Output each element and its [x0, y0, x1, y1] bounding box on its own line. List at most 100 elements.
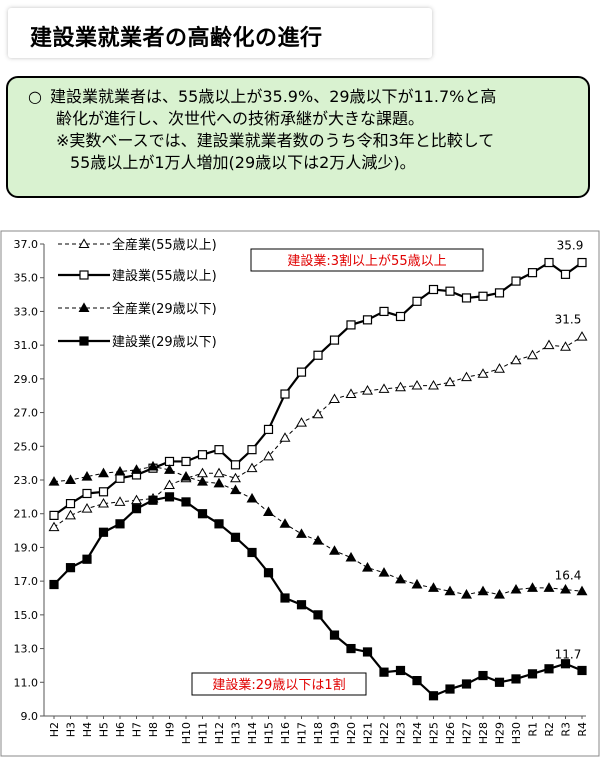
callout-box: [191, 672, 367, 696]
callout-text: 建設業:29歳以下は1割: [212, 677, 345, 693]
x-tick-label: H29: [494, 722, 507, 744]
data-point: [477, 368, 489, 378]
x-tick-label: H8: [147, 722, 160, 737]
data-point: [445, 684, 455, 694]
legend-label: 全産業(29歳以下): [112, 301, 217, 317]
x-tick-label: H28: [477, 722, 490, 744]
end-value-label: 31.5: [555, 313, 582, 327]
data-point: [329, 393, 340, 404]
data-point: [230, 484, 241, 495]
data-point: [197, 450, 208, 460]
data-point: [576, 331, 588, 341]
data-point: [296, 528, 307, 538]
data-point: [263, 506, 274, 516]
data-point: [82, 488, 92, 499]
data-point: [296, 600, 307, 610]
data-point: [362, 562, 373, 572]
x-tick-label: H18: [312, 722, 325, 744]
y-tick-label: 19.0: [14, 541, 39, 554]
x-tick-label: H5: [98, 722, 111, 737]
data-point: [494, 589, 505, 599]
x-tick-label: H21: [362, 722, 375, 744]
data-point: [131, 494, 142, 505]
x-tick-label: H3: [65, 722, 78, 737]
data-point: [494, 677, 505, 687]
data-point: [230, 532, 241, 542]
data-point: [312, 408, 324, 419]
y-tick-label: 9.0: [21, 710, 39, 723]
x-tick-label: H23: [395, 722, 408, 744]
data-point: [115, 519, 125, 529]
x-tick-label: R1: [527, 722, 540, 737]
data-point: [81, 503, 93, 513]
summary-line-2: 齢化が進行し、次世代への技術承継が大きな課題。: [56, 109, 425, 128]
data-point: [543, 339, 555, 350]
data-point: [494, 288, 505, 298]
x-tick-label: H9: [164, 722, 177, 737]
data-point: [180, 471, 192, 481]
y-tick-label: 29.0: [14, 373, 39, 386]
data-point: [461, 371, 472, 382]
data-point: [247, 445, 257, 455]
data-point: [527, 268, 538, 278]
x-tick-label: R4: [576, 722, 589, 737]
data-point: [445, 286, 455, 296]
data-point: [560, 341, 571, 351]
data-point: [98, 487, 109, 497]
data-point: [428, 284, 439, 295]
data-point: [65, 509, 76, 520]
data-point: [114, 465, 126, 476]
data-point: [478, 670, 488, 681]
data-point: [345, 388, 357, 398]
data-point: [577, 665, 587, 676]
data-point: [131, 464, 142, 474]
data-point: [49, 510, 59, 520]
data-point: [329, 335, 340, 345]
data-point: [65, 563, 76, 573]
data-point: [81, 471, 93, 481]
data-point: [247, 547, 257, 558]
data-point: [147, 460, 159, 471]
legend-marker: [78, 238, 90, 248]
data-point: [164, 492, 175, 502]
data-point: [48, 521, 60, 532]
data-point: [82, 554, 92, 564]
data-point: [197, 476, 208, 486]
x-tick-label: H12: [213, 722, 226, 744]
chart-border: [0, 230, 600, 757]
x-tick-label: H15: [263, 722, 276, 744]
legend-marker: [79, 336, 89, 346]
chart-frame: 9.0 11.0 13.0 15.0 17.0 19.0 21.0 23.0 25.0 27.0 2…: [0, 230, 600, 757]
data-point: [411, 578, 423, 589]
data-point: [263, 424, 274, 435]
series-line-3: [53, 466, 583, 596]
data-point: [411, 379, 423, 390]
data-point: [214, 445, 224, 455]
data-point: [428, 379, 439, 390]
x-tick-label: H16: [279, 722, 292, 744]
data-point: [527, 669, 538, 679]
data-point: [213, 467, 225, 478]
summary-line-3: ※実数ベースでは、建設業就業者数のうち令和3年と比較して: [56, 131, 495, 150]
x-tick-label: H11: [197, 722, 210, 744]
data-point: [378, 567, 390, 577]
data-point: [164, 479, 175, 490]
data-point: [362, 385, 373, 395]
data-point: [214, 519, 224, 529]
data-point: [263, 568, 274, 578]
y-tick-label: 15.0: [14, 609, 39, 622]
data-point: [428, 582, 439, 592]
x-tick-label: H2: [48, 722, 61, 737]
page-title: 建設業就業者の高齢化の進行: [30, 26, 323, 51]
x-tick-label: R2: [543, 722, 556, 737]
data-point: [477, 585, 489, 596]
data-point: [181, 497, 191, 507]
data-point: [164, 464, 175, 474]
data-point: [362, 315, 373, 325]
y-tick-label: 13.0: [14, 643, 39, 656]
data-point: [230, 472, 241, 483]
y-tick-label: 23.0: [14, 474, 39, 487]
x-tick-label: H22: [378, 722, 391, 744]
data-point: [543, 582, 555, 592]
data-point: [280, 389, 290, 399]
